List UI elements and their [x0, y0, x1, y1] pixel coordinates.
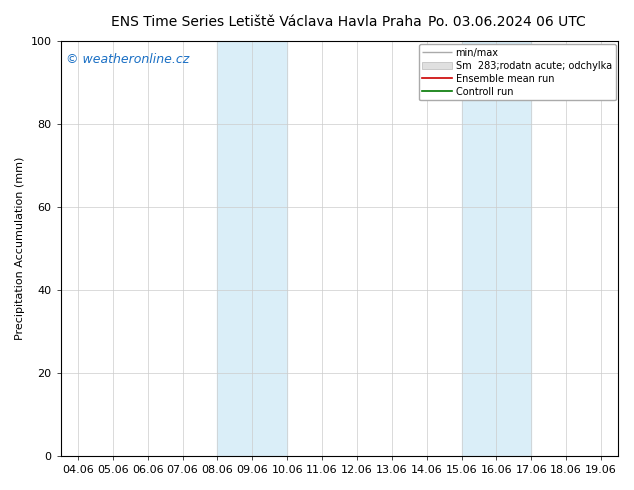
Legend: min/max, Sm  283;rodatn acute; odchylka, Ensemble mean run, Controll run: min/max, Sm 283;rodatn acute; odchylka, … — [418, 44, 616, 100]
Text: ENS Time Series Letiště Václava Havla Praha: ENS Time Series Letiště Václava Havla Pr… — [111, 15, 422, 29]
Text: © weatheronline.cz: © weatheronline.cz — [66, 53, 190, 67]
Bar — [217, 41, 287, 456]
Text: Po. 03.06.2024 06 UTC: Po. 03.06.2024 06 UTC — [429, 15, 586, 29]
Y-axis label: Precipitation Accumulation (mm): Precipitation Accumulation (mm) — [15, 157, 25, 340]
Bar — [462, 41, 531, 456]
